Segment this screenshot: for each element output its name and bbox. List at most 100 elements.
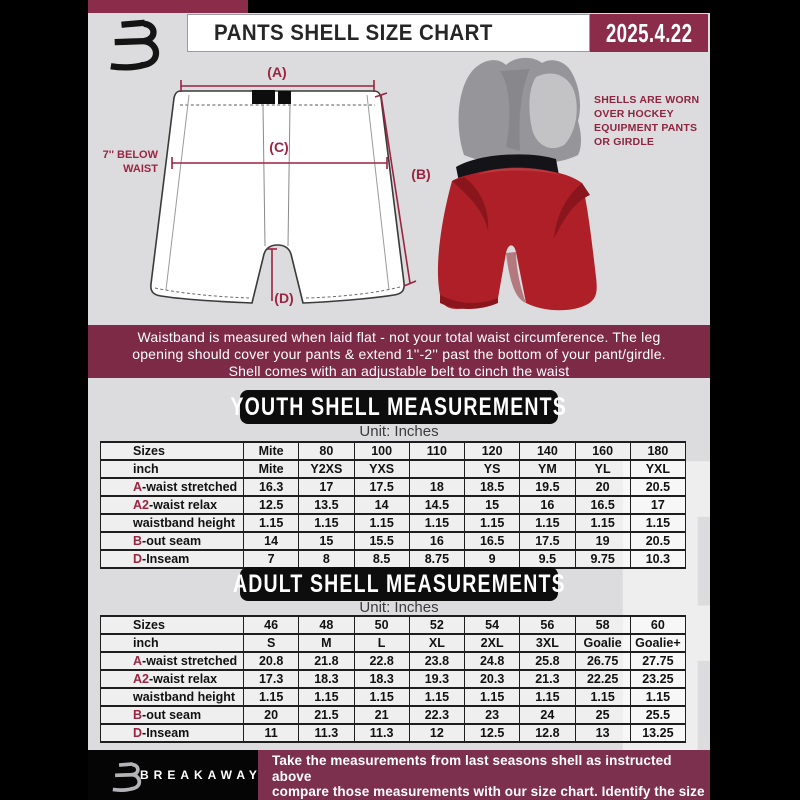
table-cell: 23 bbox=[463, 705, 521, 725]
table-cell: 20 bbox=[242, 705, 300, 725]
table-cell: 3XL bbox=[519, 633, 576, 653]
table-cell: 1.15 bbox=[408, 687, 466, 707]
table-cell: 11 bbox=[242, 723, 300, 743]
belt-buckle bbox=[252, 90, 275, 104]
table-cell: 10.3 bbox=[629, 549, 687, 569]
adult-size-table: Sizes 46 48 50 52 54 56 58 60 inch S M L XL 2XL 3XL Goal… bbox=[100, 615, 687, 743]
table-row: A2-waist relax 17.3 18.3 18.3 19.3 20.3 21.3 22… bbox=[100, 669, 687, 689]
table-cell: 1.15 bbox=[463, 687, 521, 707]
table-cell: 20.8 bbox=[242, 651, 300, 671]
table-cell: M bbox=[298, 633, 355, 653]
info-banner: Waistband is measured when laid flat - n… bbox=[88, 325, 710, 379]
table-cell: 18.3 bbox=[353, 669, 410, 689]
table-cell: 21.5 bbox=[298, 705, 355, 725]
row-label: A2-waist relax bbox=[100, 495, 244, 515]
table-cell: 1.15 bbox=[629, 513, 687, 533]
page-title: PANTS SHELL SIZE CHART bbox=[214, 20, 493, 45]
table-cell: 18.5 bbox=[463, 477, 521, 497]
table-cell: 12 bbox=[408, 723, 466, 743]
youth-unit-label: Unit: Inches bbox=[359, 423, 439, 440]
row-label: D-Inseam bbox=[100, 723, 244, 743]
table-cell: 13 bbox=[574, 723, 631, 743]
table-cell: 19.3 bbox=[408, 669, 466, 689]
table-cell: YXS bbox=[353, 459, 410, 479]
table-cell: 25 bbox=[574, 705, 631, 725]
label-c: (C) bbox=[269, 139, 288, 155]
table-cell: 18.3 bbox=[298, 669, 355, 689]
table-cell: 21.3 bbox=[519, 669, 576, 689]
table-cell: 23.8 bbox=[408, 651, 466, 671]
table-cell: 17.5 bbox=[519, 531, 576, 551]
shell-photo bbox=[437, 57, 597, 311]
table-cell: YS bbox=[463, 459, 521, 479]
row-label: waistband height bbox=[100, 513, 244, 533]
table-cell: 22.8 bbox=[353, 651, 410, 671]
below-waist-note-line2: WAIST bbox=[123, 163, 158, 175]
table-cell: 56 bbox=[519, 615, 576, 635]
shorts-diagram: (A) (B) (C) (D) 7'' BELOW WAIST bbox=[103, 57, 597, 311]
table-row: waistband height 1.15 1.15 1.15 1.15 1.15 1.15… bbox=[100, 513, 687, 533]
row-label-prefix: D bbox=[133, 552, 143, 566]
table-cell: 26.75 bbox=[574, 651, 631, 671]
table-cell: 24.8 bbox=[463, 651, 521, 671]
table-cell: 22.25 bbox=[574, 669, 631, 689]
flyer-page: B PANTS SHELL SIZE CHART 2025.4.22 bbox=[88, 0, 710, 800]
table-cell: 12.5 bbox=[463, 723, 521, 743]
table-cell: 140 bbox=[519, 441, 576, 461]
table-cell: 54 bbox=[463, 615, 521, 635]
youth-section-heading: YOUTH SHELL MEASUREMENTS bbox=[231, 390, 566, 424]
table-cell: 16 bbox=[519, 495, 576, 515]
table-cell: 1.15 bbox=[519, 513, 576, 533]
table-cell: 9.5 bbox=[519, 549, 576, 569]
footer-brand-block: BREAKAWAY bbox=[88, 750, 258, 800]
row-label: D-Inseam bbox=[100, 549, 244, 569]
table-cell: 14 bbox=[353, 495, 410, 515]
table-cell: 7 bbox=[242, 549, 300, 569]
table-cell: S bbox=[242, 633, 300, 653]
page-title-box: PANTS SHELL SIZE CHART bbox=[187, 14, 590, 52]
table-cell: 1.15 bbox=[629, 687, 687, 707]
row-label-prefix: A2 bbox=[133, 498, 149, 512]
table-row: B-out seam 14 15 15.5 16 16.5 17.5 19 20.5 bbox=[100, 531, 687, 551]
row-label-prefix: B bbox=[133, 534, 143, 548]
table-cell: 25.8 bbox=[519, 651, 576, 671]
table-cell: 52 bbox=[408, 615, 466, 635]
date-text: 2025.4.22 bbox=[605, 17, 693, 48]
footer: BREAKAWAY Take the measurements from las… bbox=[88, 750, 710, 800]
table-row: D-Inseam 11 11.3 11.3 12 12.5 12.8 13 13.25 bbox=[100, 723, 687, 743]
header: PANTS SHELL SIZE CHART 2025.4.22 bbox=[88, 13, 710, 71]
row-label-prefix: A bbox=[133, 654, 143, 668]
table-row: A2-waist relax 12.5 13.5 14 14.5 15 16 16.5 17 bbox=[100, 495, 687, 515]
table-cell: 1.15 bbox=[519, 687, 576, 707]
label-d: (D) bbox=[274, 290, 293, 306]
table-cell: 20.5 bbox=[629, 477, 687, 497]
table-row: A-waist stretched 16.3 17 17.5 18 18.5 19.5 20 2… bbox=[100, 477, 687, 497]
table-cell: 46 bbox=[242, 615, 300, 635]
table-cell: 1.15 bbox=[574, 513, 631, 533]
table-cell: 1.15 bbox=[298, 513, 355, 533]
row-label-prefix: A bbox=[133, 480, 143, 494]
table-cell: Goalie+ bbox=[629, 633, 687, 653]
row-label: B-out seam bbox=[100, 531, 244, 551]
table-cell: 22.3 bbox=[408, 705, 466, 725]
table-cell: 60 bbox=[629, 615, 687, 635]
row-label: A-waist stretched bbox=[100, 651, 244, 671]
table-cell: 1.15 bbox=[242, 687, 300, 707]
measurement-diagram-section: (A) (B) (C) (D) 7'' BELOW WAIST bbox=[88, 55, 710, 325]
table-cell: 23.25 bbox=[629, 669, 687, 689]
adult-section-heading: ADULT SHELL MEASUREMENTS bbox=[233, 567, 564, 601]
table-row: A-waist stretched 20.8 21.8 22.8 23.8 24.8 25.… bbox=[100, 651, 687, 671]
table-cell: 17 bbox=[629, 495, 687, 515]
table-row: Sizes 46 48 50 52 54 56 58 60 bbox=[100, 615, 687, 635]
header-maroon-tab bbox=[88, 0, 248, 13]
photo-note: SHELLS ARE WORN OVER HOCKEY EQUIPMENT PA… bbox=[594, 94, 700, 148]
table-cell: 110 bbox=[408, 441, 466, 461]
table-cell: 8.75 bbox=[408, 549, 466, 569]
table-cell: YL bbox=[574, 459, 631, 479]
table-cell: 15 bbox=[298, 531, 355, 551]
table-cell: 21.8 bbox=[298, 651, 355, 671]
table-cell: L bbox=[353, 633, 410, 653]
youth-heading-text: YOUTH SHELL MEASUREMENTS bbox=[230, 392, 568, 421]
table-cell: 27.75 bbox=[629, 651, 687, 671]
table-cell: Y2XS bbox=[298, 459, 355, 479]
